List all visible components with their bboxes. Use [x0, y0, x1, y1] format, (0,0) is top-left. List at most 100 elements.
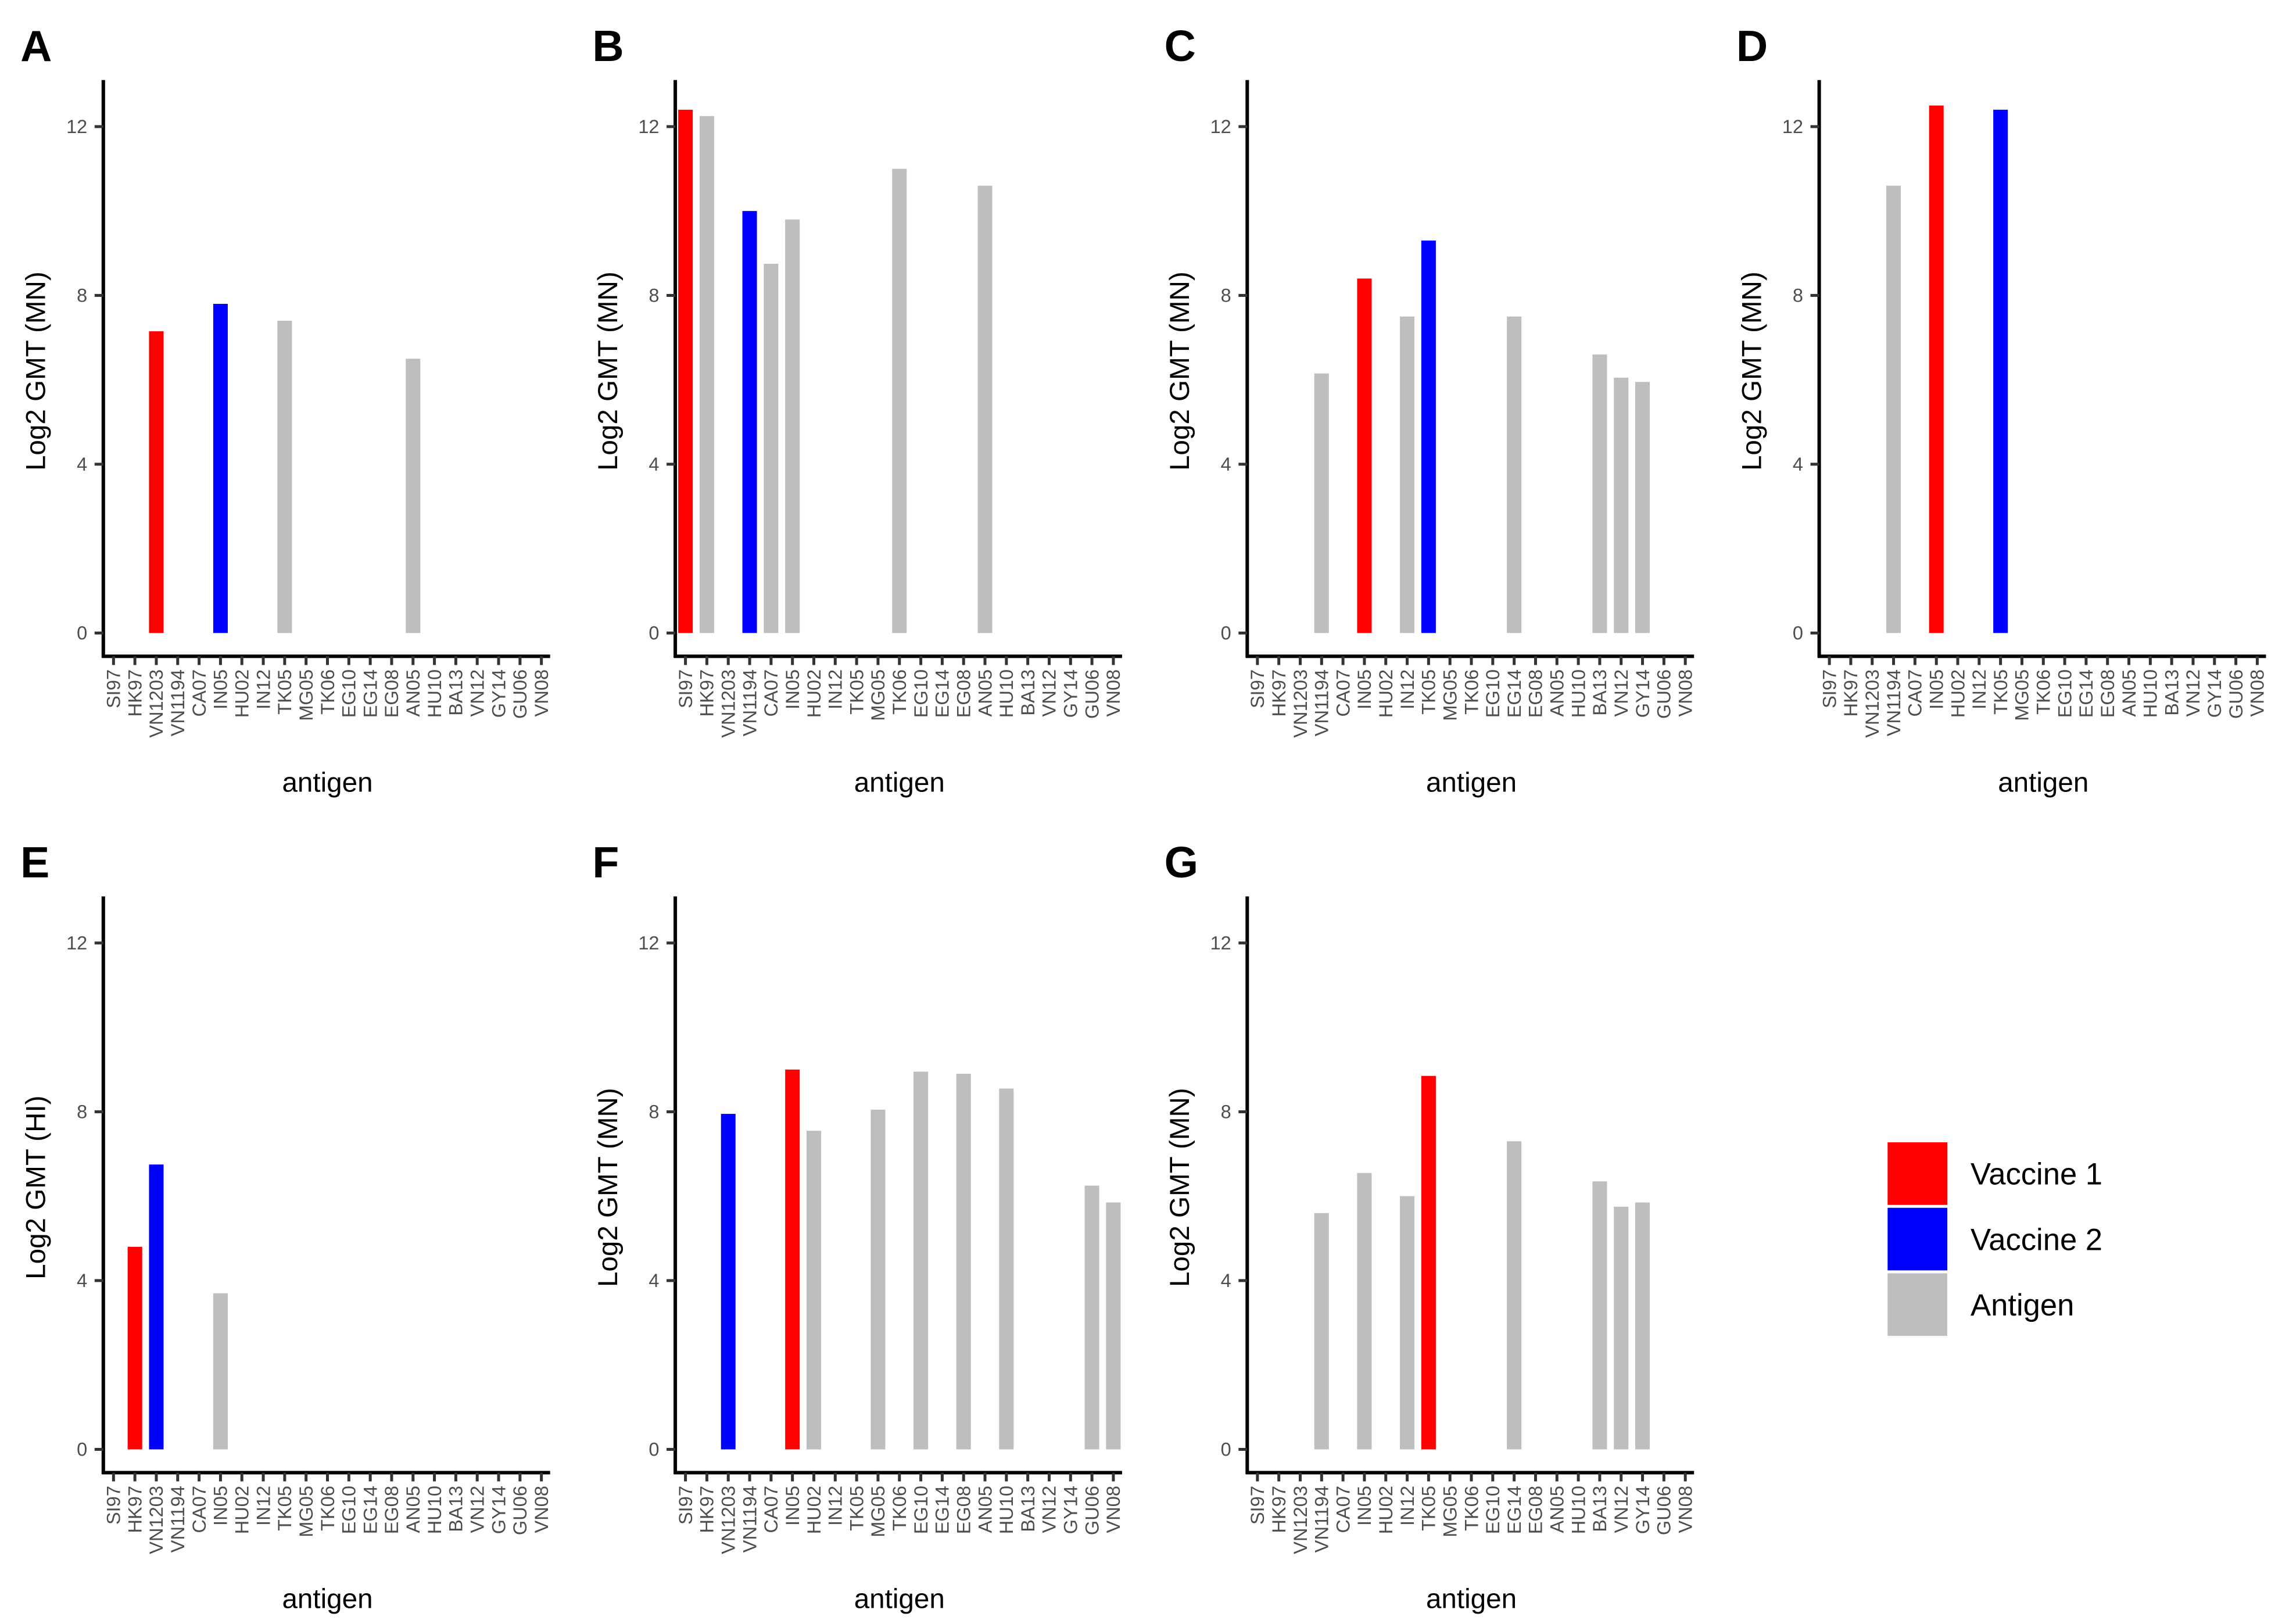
x-tick-label: IN05 — [1354, 669, 1375, 709]
x-tick-label: EG10 — [911, 669, 932, 718]
bar-mg05 — [870, 1109, 886, 1450]
x-tick-label: EG08 — [381, 1486, 402, 1534]
panel-label: E — [20, 838, 49, 887]
x-tick-label: SI97 — [675, 1486, 696, 1525]
y-tick-label: 0 — [1221, 1439, 1231, 1460]
x-tick-label: MG05 — [296, 669, 317, 721]
x-tick-label: MG05 — [2012, 669, 2033, 721]
x-tick-label: EG10 — [339, 669, 360, 718]
x-tick-label: VN08 — [2247, 669, 2268, 716]
x-tick-label: VN1194 — [1312, 669, 1332, 736]
x-tick-label: EG14 — [932, 1486, 953, 1534]
bar-in12 — [1400, 316, 1415, 633]
x-tick-label: MG05 — [868, 1486, 889, 1537]
x-tick-label: HU02 — [1947, 669, 1968, 718]
y-axis-title: Log2 GMT (MN) — [1165, 1088, 1195, 1287]
bar-hu02 — [806, 1131, 822, 1450]
x-tick-label: HU02 — [804, 669, 825, 718]
x-tick-label: HK97 — [1840, 669, 1861, 716]
bar-hu10 — [999, 1088, 1014, 1450]
bar-eg10 — [913, 1071, 929, 1450]
x-tick-label: EG08 — [953, 669, 974, 718]
x-tick-label: IN05 — [210, 669, 231, 709]
bar-eg14 — [1507, 316, 1522, 633]
bar-vn12 — [1614, 1206, 1629, 1450]
x-tick-label: GY14 — [1632, 1486, 1653, 1534]
y-tick-label: 4 — [649, 454, 659, 475]
x-tick-label: IN12 — [253, 1486, 274, 1526]
panel-a: A 0 4 8 12 SI97 HK97 VN1203 VN1194 CA07 IN05 HU02 IN… — [20, 21, 552, 798]
x-tick-label: MG05 — [296, 1486, 317, 1537]
x-tick-label: EG08 — [953, 1486, 974, 1534]
panel-c: C 0 4 8 12 SI97 HK97 VN1203 VN1194 CA07 IN05 HU02 IN… — [1165, 21, 1696, 798]
x-tick-label: VN1203 — [1290, 1486, 1311, 1554]
bar-tk05 — [1421, 1076, 1436, 1450]
x-tick-label: CA07 — [761, 669, 782, 716]
x-tick-label: TK05 — [1990, 669, 2011, 715]
y-tick-label: 4 — [77, 1270, 87, 1291]
x-tick-label: VN08 — [531, 1486, 552, 1533]
x-tick-label: VN1203 — [146, 1486, 167, 1554]
x-tick-label: VN1203 — [1290, 669, 1311, 738]
x-tick-label: BA13 — [1589, 1486, 1610, 1532]
x-tick-label: HU02 — [1375, 1486, 1396, 1534]
bar-tk05 — [1993, 109, 2008, 633]
x-tick-label: VN1194 — [167, 669, 188, 736]
x-tick-label: EG10 — [339, 1486, 360, 1534]
x-tick-label: GU06 — [510, 1486, 531, 1535]
y-tick-label: 4 — [1221, 1270, 1231, 1291]
bar-in05 — [1929, 105, 1944, 633]
x-tick-label: GU06 — [2226, 669, 2247, 719]
y-axis-title: Log2 GMT (MN) — [593, 1088, 624, 1287]
panel-label: G — [1165, 838, 1198, 887]
x-tick-label: VN12 — [467, 669, 488, 716]
x-tick-label: HU10 — [1568, 1486, 1589, 1534]
x-tick-label: BA13 — [1018, 1486, 1038, 1532]
x-axis-title: antigen — [1426, 767, 1517, 798]
panel-label: D — [1736, 21, 1768, 70]
bar-eg08 — [956, 1074, 971, 1450]
panel-label: C — [1165, 21, 1196, 70]
x-tick-label: BA13 — [446, 1486, 467, 1532]
y-tick-label: 8 — [77, 285, 87, 306]
x-tick-label: AN05 — [1547, 669, 1568, 716]
x-axis-title: antigen — [1426, 1583, 1517, 1614]
legend-label: Vaccine 1 — [1971, 1157, 2102, 1192]
x-tick-label: BA13 — [2161, 669, 2182, 716]
bar-vn1194 — [1886, 185, 1901, 633]
x-tick-label: VN1203 — [1862, 669, 1883, 738]
y-axis-title: Log2 GMT (MN) — [593, 271, 624, 471]
x-tick-label: HK97 — [697, 669, 718, 716]
x-tick-label: TK06 — [1461, 669, 1482, 715]
x-tick-label: HU02 — [232, 1486, 253, 1534]
x-tick-label: IN12 — [253, 669, 274, 709]
x-tick-label: EG14 — [360, 669, 381, 718]
panel-g: G 0 4 8 12 SI97 HK97 VN1203 VN1194 CA07 IN05 HU02 IN… — [1165, 838, 1696, 1614]
bar-vn1194 — [1314, 373, 1329, 633]
panel-label: A — [20, 21, 52, 70]
x-tick-label: GU06 — [1081, 669, 1102, 719]
x-tick-label: BA13 — [1589, 669, 1610, 716]
x-axis-title: antigen — [282, 1583, 372, 1614]
x-tick-label: HK97 — [697, 1486, 718, 1533]
x-tick-label: GY14 — [1632, 669, 1653, 718]
x-tick-label: EG10 — [911, 1486, 932, 1534]
x-tick-label: TK06 — [317, 669, 338, 715]
x-tick-label: BA13 — [1018, 669, 1038, 716]
y-axis-title: Log2 GMT (HI) — [21, 1095, 52, 1279]
x-tick-label: EG08 — [381, 669, 402, 718]
bar-ba13 — [1592, 1181, 1607, 1450]
legend: Vaccine 1 Vaccine 2 Antigen — [1887, 1142, 2102, 1336]
y-tick-label: 8 — [1221, 1102, 1231, 1123]
x-tick-label: IN12 — [1969, 669, 1990, 709]
x-tick-label: MG05 — [868, 669, 889, 721]
y-tick-label: 0 — [1793, 623, 1803, 644]
x-tick-label: VN12 — [1039, 1486, 1060, 1533]
y-tick-label: 4 — [1221, 454, 1231, 475]
x-tick-label: CA07 — [1905, 669, 1926, 716]
y-tick-label: 12 — [638, 933, 659, 953]
x-tick-label: TK05 — [846, 1486, 867, 1531]
x-tick-label: TK06 — [317, 1486, 338, 1531]
x-tick-label: HU02 — [804, 1486, 825, 1534]
x-tick-label: VN1203 — [146, 669, 167, 738]
